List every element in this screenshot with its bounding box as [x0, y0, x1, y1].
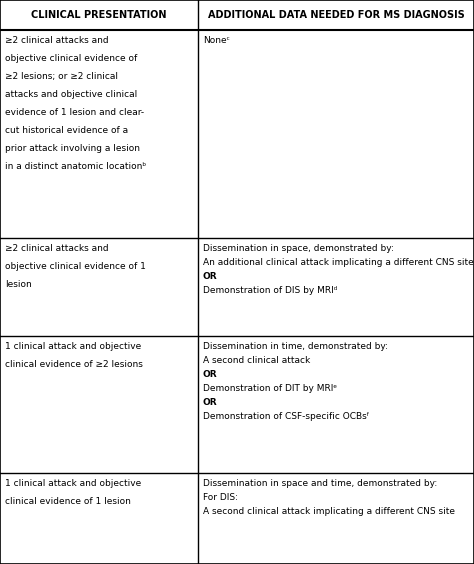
Text: OR: OR — [203, 398, 218, 407]
Text: Dissemination in space and time, demonstrated by:: Dissemination in space and time, demonst… — [203, 479, 437, 488]
Text: Dissemination in space, demonstrated by:: Dissemination in space, demonstrated by: — [203, 244, 394, 253]
Bar — [0, 0, 474, 30]
Text: clinical evidence of 1 lesion: clinical evidence of 1 lesion — [5, 497, 131, 506]
Text: objective clinical evidence of 1: objective clinical evidence of 1 — [5, 262, 146, 271]
Text: For DIS:: For DIS: — [203, 493, 238, 502]
Text: Dissemination in time, demonstrated by:: Dissemination in time, demonstrated by: — [203, 342, 388, 351]
Text: 1 clinical attack and objective: 1 clinical attack and objective — [5, 342, 141, 351]
Text: Demonstration of CSF-specific OCBsᶠ: Demonstration of CSF-specific OCBsᶠ — [203, 412, 370, 421]
Text: ≥2 lesions; or ≥2 clinical: ≥2 lesions; or ≥2 clinical — [5, 72, 118, 81]
Text: CLINICAL PRESENTATION: CLINICAL PRESENTATION — [31, 10, 167, 20]
Text: clinical evidence of ≥2 lesions: clinical evidence of ≥2 lesions — [5, 360, 143, 369]
Text: OR: OR — [203, 370, 218, 379]
Text: prior attack involving a lesion: prior attack involving a lesion — [5, 144, 140, 153]
Text: in a distinct anatomic locationᵇ: in a distinct anatomic locationᵇ — [5, 162, 146, 171]
Text: 1 clinical attack and objective: 1 clinical attack and objective — [5, 479, 141, 488]
Text: lesion: lesion — [5, 280, 32, 289]
Text: ADDITIONAL DATA NEEDED FOR MS DIAGNOSIS: ADDITIONAL DATA NEEDED FOR MS DIAGNOSIS — [208, 10, 465, 20]
Text: OR: OR — [203, 272, 218, 281]
Text: attacks and objective clinical: attacks and objective clinical — [5, 90, 137, 99]
Text: A second clinical attack: A second clinical attack — [203, 356, 310, 365]
Text: Demonstration of DIS by MRIᵈ: Demonstration of DIS by MRIᵈ — [203, 286, 337, 295]
Text: evidence of 1 lesion and clear-: evidence of 1 lesion and clear- — [5, 108, 144, 117]
Text: A second clinical attack implicating a different CNS site: A second clinical attack implicating a d… — [203, 507, 455, 516]
Text: Demonstration of DIT by MRIᵉ: Demonstration of DIT by MRIᵉ — [203, 384, 337, 393]
Text: An additional clinical attack implicating a different CNS site: An additional clinical attack implicatin… — [203, 258, 474, 267]
Text: objective clinical evidence of: objective clinical evidence of — [5, 54, 137, 63]
Text: Noneᶜ: Noneᶜ — [203, 36, 230, 45]
Text: cut historical evidence of a: cut historical evidence of a — [5, 126, 128, 135]
Text: ≥2 clinical attacks and: ≥2 clinical attacks and — [5, 244, 109, 253]
Text: ≥2 clinical attacks and: ≥2 clinical attacks and — [5, 36, 109, 45]
